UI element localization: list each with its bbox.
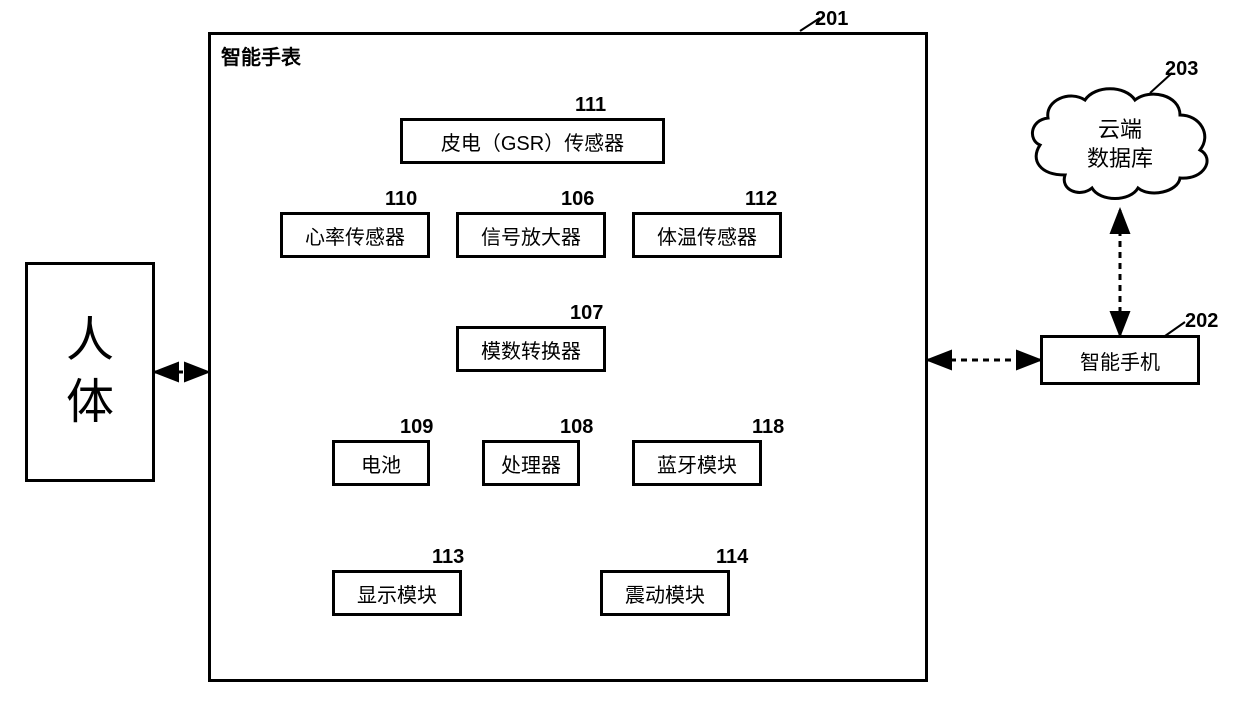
ref-label-111: 111: [575, 94, 606, 117]
ref-label-202: 202: [1185, 310, 1218, 333]
heart-rate-sensor-box: 心率传感器: [280, 212, 430, 258]
adc-label: 模数转换器: [481, 335, 581, 364]
human-body-box: 人 体: [25, 262, 155, 482]
battery-box: 电池: [332, 440, 430, 486]
ref-label-110: 110: [385, 188, 417, 211]
temperature-sensor-box: 体温传感器: [632, 212, 782, 258]
processor-label: 处理器: [501, 449, 561, 478]
smartwatch-container-label: 智能手表: [221, 41, 301, 70]
smartphone-label: 智能手机: [1080, 346, 1160, 375]
ref-label-201: 201: [815, 8, 848, 31]
gsr-sensor-box: 皮电（GSR）传感器: [400, 118, 665, 164]
ref-label-109: 109: [400, 416, 433, 439]
human-body-label: 人 体: [66, 310, 114, 435]
ref-label-108: 108: [560, 416, 593, 439]
ref-label-106: 106: [561, 188, 594, 211]
smartphone-box: 智能手机: [1040, 335, 1200, 385]
cloud-database: 云端 数据库: [1020, 80, 1220, 210]
vibration-module-box: 震动模块: [600, 570, 730, 616]
vibration-module-label: 震动模块: [625, 579, 705, 608]
signal-amplifier-box: 信号放大器: [456, 212, 606, 258]
display-module-label: 显示模块: [357, 579, 437, 608]
ref-label-112: 112: [745, 188, 777, 211]
heart-rate-sensor-label: 心率传感器: [305, 221, 405, 250]
processor-box: 处理器: [482, 440, 580, 486]
gsr-sensor-label: 皮电（GSR）传感器: [441, 127, 624, 156]
temperature-sensor-label: 体温传感器: [657, 221, 757, 250]
ref-leader-202: [1165, 322, 1185, 336]
cloud-database-label: 云端 数据库: [1087, 116, 1153, 173]
bluetooth-module-label: 蓝牙模块: [657, 449, 737, 478]
ref-label-118: 118: [752, 416, 784, 439]
ref-label-107: 107: [570, 302, 603, 325]
signal-amplifier-label: 信号放大器: [481, 221, 581, 250]
adc-box: 模数转换器: [456, 326, 606, 372]
battery-label: 电池: [361, 449, 401, 478]
ref-label-114: 114: [716, 546, 748, 569]
ref-label-113: 113: [432, 546, 464, 569]
display-module-box: 显示模块: [332, 570, 462, 616]
ref-label-203: 203: [1165, 58, 1198, 81]
bluetooth-module-box: 蓝牙模块: [632, 440, 762, 486]
